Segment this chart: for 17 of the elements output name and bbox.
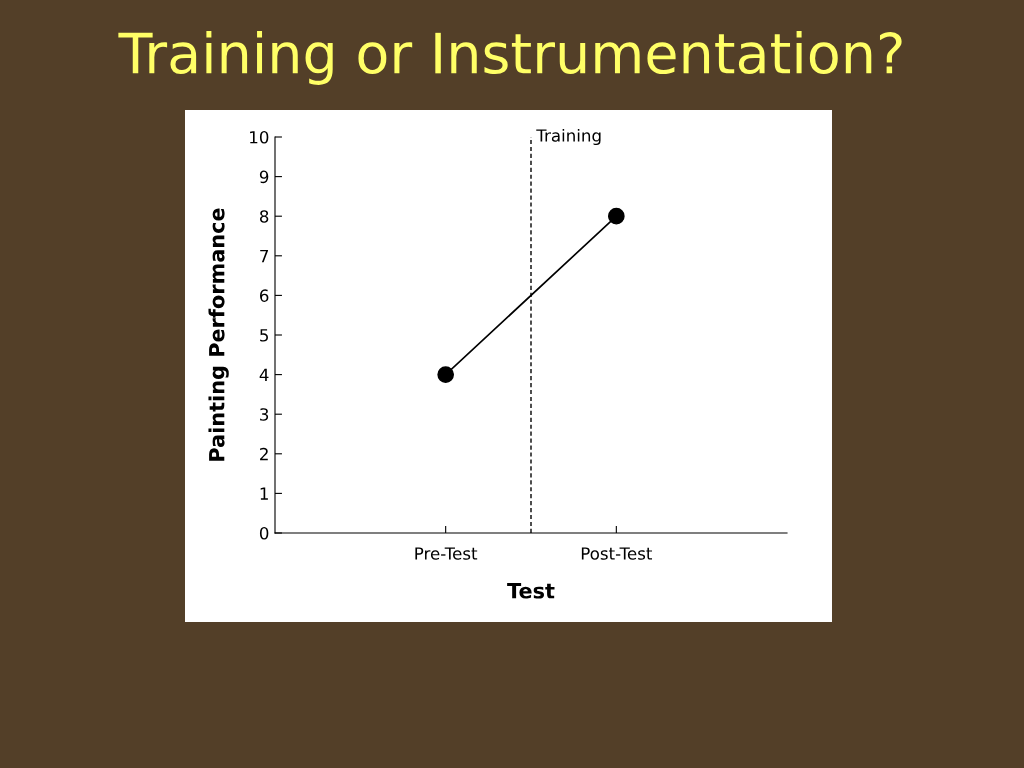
y-axis-title: Painting Performance xyxy=(208,208,229,461)
y-tick-label: 7 xyxy=(260,249,269,263)
y-tick-label: 4 xyxy=(259,368,269,381)
y-tick-label: 1 xyxy=(260,487,268,500)
x-tick-label: Post-Test xyxy=(581,547,653,560)
annotation: Training xyxy=(536,128,601,146)
x-tick-label: Pre-Test xyxy=(415,547,478,560)
chart-title: Training or Instrumentation? xyxy=(118,31,902,85)
y-tick-label: 0 xyxy=(259,526,269,540)
y-tick-label: 9 xyxy=(259,170,269,184)
x-axis-title: Test xyxy=(507,583,555,599)
y-tick-label: 10 xyxy=(250,130,269,144)
y-tick-label: 2 xyxy=(260,447,268,461)
y-tick-label: 3 xyxy=(260,408,269,421)
y-tick-label: 6 xyxy=(260,289,269,302)
y-tick-label: 8 xyxy=(259,210,269,223)
y-tick-label: 5 xyxy=(260,329,268,342)
